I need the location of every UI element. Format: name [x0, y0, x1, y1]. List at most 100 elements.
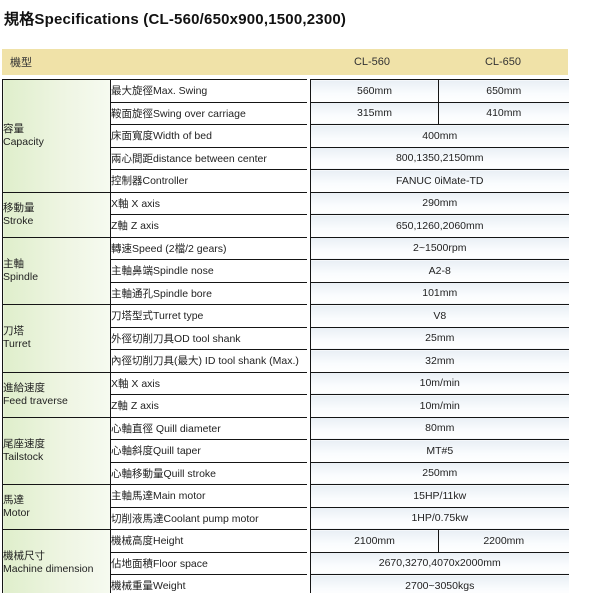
column-gap [306, 124, 311, 147]
value-cell-spanning: 2~1500rpm [310, 236, 569, 260]
column-gap [306, 484, 311, 507]
column-gap [306, 439, 311, 462]
column-gap [306, 147, 311, 170]
column-gap [306, 552, 311, 575]
category-name-zh: 馬達 [3, 494, 24, 506]
spec-label-cell: 主軸鼻端Spindle nose [110, 259, 307, 283]
value-cell-spanning: 800,1350,2150mm [310, 146, 569, 170]
value-cell: 650mm [438, 79, 569, 103]
value-cell-spanning: 25mm [310, 326, 569, 350]
table-row: 心軸移動量Quill stroke 250mm [3, 461, 569, 485]
table-row: 切削液馬達Coolant pump motor 1HP/0.75kw [3, 506, 569, 530]
table-row: 尾座速度 Tailstock 心軸直徑 Quill diameter 80mm [2, 416, 569, 485]
column-gap [306, 394, 311, 417]
value-cell-spanning: FANUC 0iMate-TD [310, 169, 569, 193]
category-cell: 尾座速度 Tailstock [2, 416, 111, 485]
value-cell-spanning: V8 [310, 304, 569, 328]
category-cell: 機械尺寸 Machine dimension [2, 529, 111, 593]
column-gap [306, 282, 311, 305]
spec-label-cell: 床面寬度Width of bed [110, 124, 307, 148]
category-name-zh: 尾座速度 [3, 437, 45, 450]
spec-label-cell: 外徑切削刀具OD tool shank [110, 326, 307, 350]
category-name-zh: 移動量 [3, 201, 35, 214]
table-row: 容量 Capacity 最大旋徑Max. Swing 560mm 650mm [2, 79, 569, 193]
table-row: Z軸 Z axis 10m/min [3, 394, 569, 418]
table-row: 主軸 Spindle 轉速Speed (2檔/2 gears) 2~1500rpm [2, 236, 569, 305]
spec-label-cell: Z軸 Z axis [110, 394, 307, 418]
spec-label-cell: 最大旋徑Max. Swing [110, 79, 307, 103]
model-cl650-header: CL-650 [484, 56, 522, 68]
column-gap [306, 372, 311, 395]
value-cell-spanning: MT#5 [310, 439, 569, 463]
column-gap [306, 462, 311, 485]
value-cell-spanning: 15HP/11kw [310, 484, 569, 508]
category-cell: 容量 Capacity [2, 79, 111, 193]
category-name-zh: 主軸 [3, 257, 24, 270]
table-row: 機械尺寸 Machine dimension 機械高度Height 2100mm 220… [2, 529, 569, 593]
value-cell-spanning: 650,1260,2060mm [310, 214, 569, 238]
category-name-en: Spindle [3, 270, 39, 283]
spec-sheet-page: 規格Specifications (CL-560/650x900,1500,23… [0, 8, 600, 593]
category-name-en: Motor [3, 507, 30, 519]
value-cell: 560mm [310, 79, 439, 103]
table-row: 鞍面旋徑Swing over carriage 315mm 410mm [3, 101, 569, 125]
value-cell-spanning: 250mm [310, 461, 569, 485]
table-row: 床面寬度Width of bed 400mm [3, 124, 569, 148]
category-cell: 刀塔 Turret [2, 304, 111, 373]
spec-label-cell: 機械高度Height [110, 529, 307, 553]
spec-label-cell: 刀塔型式Turret type [110, 304, 307, 328]
column-gap [306, 574, 311, 593]
spec-label-cell: 主軸馬達Main motor [110, 484, 307, 508]
category-cell: 馬達 Motor [2, 484, 111, 530]
spec-label-cell: 主軸通孔Spindle bore [110, 281, 307, 305]
column-gap [306, 214, 311, 237]
value-cell: 2200mm [438, 529, 569, 553]
category-cell: 移動量 Stroke [2, 191, 111, 238]
model-column-label: 機型 [10, 57, 32, 69]
spec-label-cell: X軸 X axis [110, 191, 307, 215]
table-row: 移動量 Stroke X軸 X axis 290mm [2, 191, 569, 238]
category-name-en: Turret [3, 338, 31, 351]
table-row: 刀塔 Turret 刀塔型式Turret type V8 [2, 304, 569, 373]
column-gap [306, 192, 311, 215]
table-row: 控制器Controller FANUC 0iMate-TD [3, 169, 569, 193]
spec-label-cell: 內徑切削刀具(最大) ID tool shank (Max.) [110, 349, 307, 373]
value-cell-spanning: 80mm [310, 416, 569, 440]
specifications-table-body: 容量 Capacity 最大旋徑Max. Swing 560mm 650mm 鞍面旋徑Sw… [2, 79, 569, 593]
table-header: 機型 CL-560 CL-650 [2, 49, 568, 75]
table-row: 兩心間距distance between center 800,1350,2150… [3, 146, 569, 170]
column-gap [306, 304, 311, 327]
category-name-zh: 刀塔 [3, 325, 24, 338]
value-cell: 410mm [438, 101, 569, 125]
spec-label-cell: 心軸斜度Quill taper [110, 439, 307, 463]
category-cell: 進給速度 Feed traverse [2, 371, 111, 418]
spec-label-cell: 佔地面積Floor space [110, 551, 307, 575]
category-name-zh: 機械尺寸 [3, 550, 45, 563]
value-cell-spanning: 400mm [310, 124, 569, 148]
value-cell: 2100mm [310, 529, 439, 553]
value-cell-spanning: 10m/min [310, 371, 569, 395]
table-row: 主軸通孔Spindle bore 101mm [3, 281, 569, 305]
spec-label-cell: 心軸移動量Quill stroke [110, 461, 307, 485]
page-title: 規格Specifications (CL-560/650x900,1500,23… [4, 11, 347, 28]
value-cell-spanning: 10m/min [310, 394, 569, 418]
column-gap [306, 102, 311, 125]
column-gap [306, 169, 311, 192]
spec-label-cell: 心軸直徑 Quill diameter [110, 416, 307, 440]
column-gap [306, 529, 311, 552]
category-name-en: Tailstock [3, 450, 44, 463]
value-cell-spanning: 101mm [310, 281, 569, 305]
column-gap [306, 79, 311, 102]
value-cell: 315mm [310, 101, 439, 125]
table-row: 心軸斜度Quill taper MT#5 [3, 439, 569, 463]
category-name-en: Feed traverse [3, 394, 68, 407]
value-cell-spanning: 290mm [310, 191, 569, 215]
table-row: 外徑切削刀具OD tool shank 25mm [3, 326, 569, 350]
spec-label-cell: 兩心間距distance between center [110, 146, 307, 170]
column-gap [306, 327, 311, 350]
spec-label-cell: 鞍面旋徑Swing over carriage [110, 101, 307, 125]
table-row: Z軸 Z axis 650,1260,2060mm [3, 214, 569, 238]
category-cell: 主軸 Spindle [2, 236, 111, 305]
category-name-zh: 進給速度 [3, 381, 45, 394]
column-gap [306, 259, 311, 282]
